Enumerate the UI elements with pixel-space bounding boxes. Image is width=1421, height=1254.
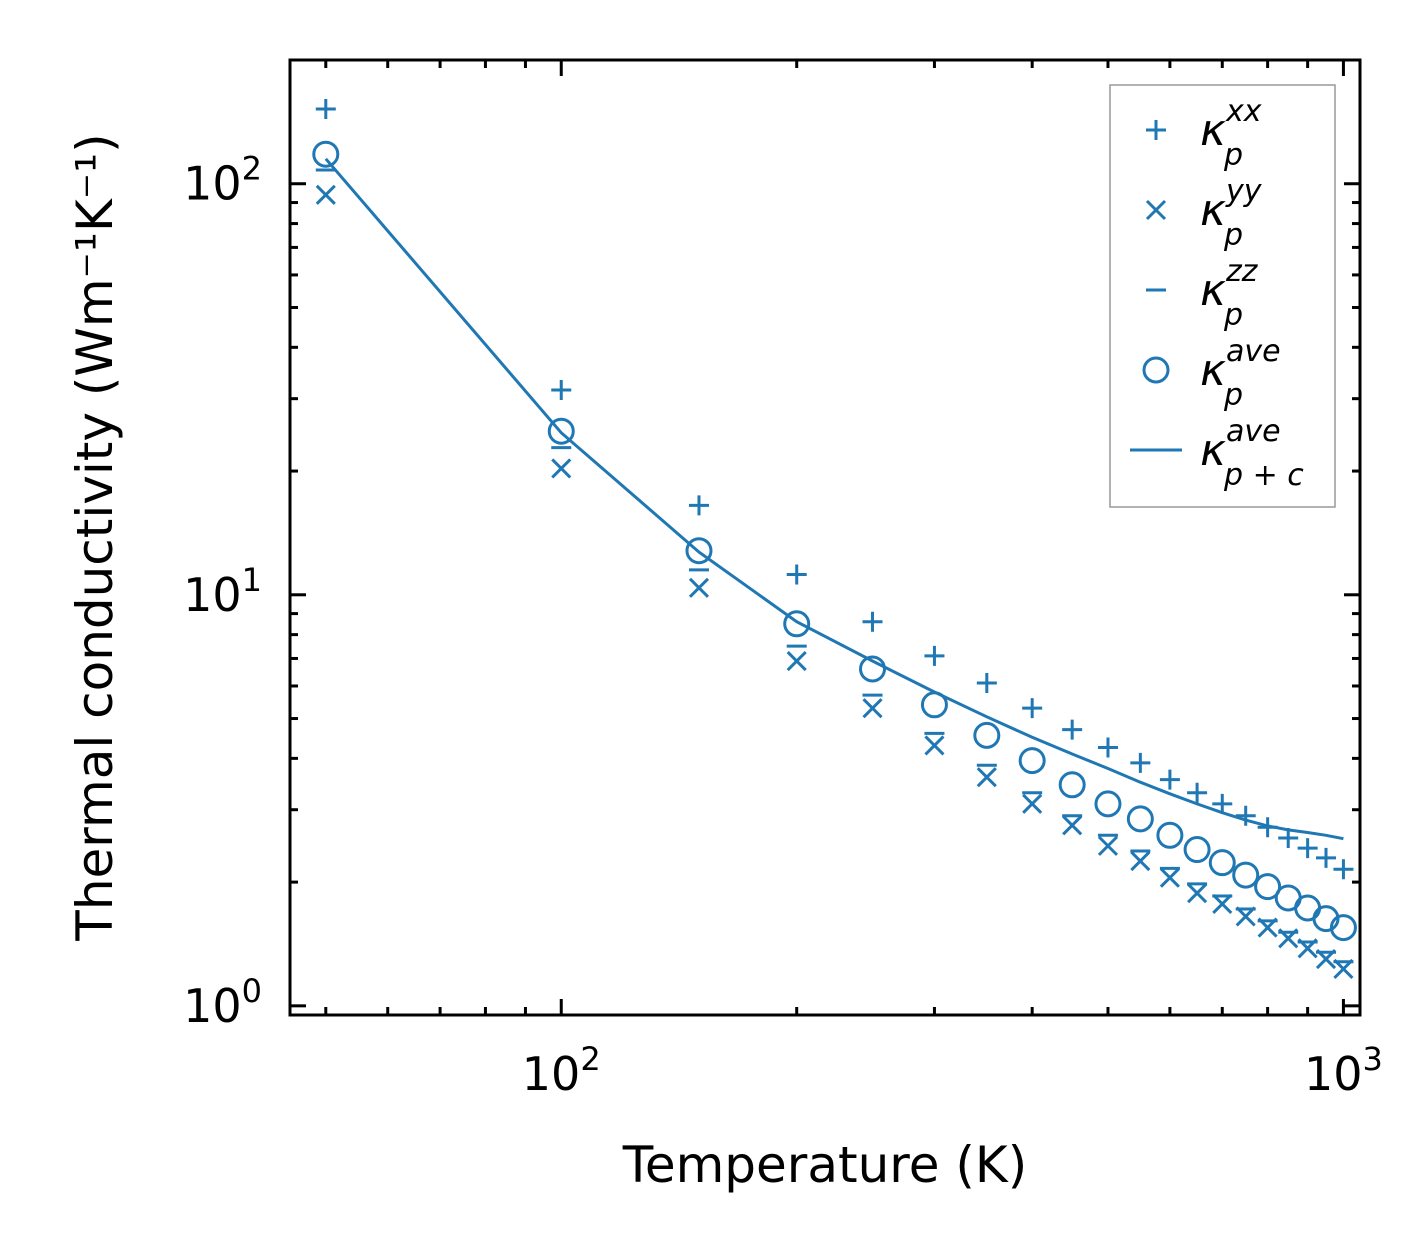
series-4 <box>324 157 1344 841</box>
data-point <box>1333 859 1354 880</box>
data-point <box>786 650 807 672</box>
data-point <box>551 458 572 479</box>
data-point <box>1232 861 1260 889</box>
legend-entry: κave p + c <box>1130 414 1304 493</box>
data-point <box>976 673 997 694</box>
x-tick-label: 102 <box>522 1040 601 1101</box>
data-point <box>312 140 340 168</box>
data-point <box>862 698 883 719</box>
data-point <box>1316 847 1336 868</box>
legend-label: κave p + c <box>1200 414 1304 493</box>
legend-entry: κxx p <box>1146 94 1262 173</box>
series-3 <box>312 140 1357 942</box>
data-point <box>688 495 709 516</box>
data-point <box>1159 769 1180 790</box>
data-point <box>1254 873 1282 901</box>
legend-entry: κyy p <box>1145 174 1263 253</box>
data-point <box>1097 737 1118 758</box>
legend-entry: κave p <box>1142 334 1281 413</box>
data-point <box>1294 894 1322 922</box>
data-point <box>1130 851 1151 872</box>
y-tick-label: 101 <box>183 561 262 622</box>
y-tick-label: 100 <box>183 972 262 1033</box>
data-point <box>1212 793 1233 814</box>
data-point <box>1235 805 1256 826</box>
data-point <box>924 735 945 756</box>
data-point <box>1058 771 1086 799</box>
data-point <box>862 611 883 632</box>
data-point <box>976 767 997 788</box>
data-point <box>1022 698 1043 719</box>
data-point <box>1126 805 1154 833</box>
data-point <box>1329 914 1357 942</box>
plot-marks <box>312 98 1357 979</box>
legend-marker <box>1146 120 1166 140</box>
data-point <box>1183 836 1211 864</box>
y-tick-label: 102 <box>183 150 262 211</box>
data-point <box>783 610 811 638</box>
data-point <box>315 98 336 119</box>
data-point <box>1097 835 1119 856</box>
legend-entry: κzz p <box>1146 254 1259 333</box>
series-line <box>324 157 1344 841</box>
data-point <box>1212 893 1233 914</box>
data-point <box>1130 752 1151 773</box>
legend-marker <box>1145 199 1167 221</box>
legend-box <box>1109 84 1336 508</box>
legend-marker <box>1142 356 1170 384</box>
data-point <box>551 379 572 400</box>
data-point <box>924 645 945 666</box>
y-axis-label: Thermal conductivity (Wm⁻¹K⁻¹) <box>66 133 124 941</box>
data-point <box>1297 838 1318 859</box>
data-point <box>685 537 713 565</box>
series-2 <box>315 168 1354 964</box>
data-point <box>786 564 807 585</box>
data-point <box>1208 849 1236 877</box>
data-point <box>973 721 1001 749</box>
data-point <box>1156 821 1184 849</box>
tick-labels: 102 103 100 101 102 <box>183 150 1383 1101</box>
series-0 <box>315 98 1354 880</box>
data-point <box>1094 790 1122 818</box>
plot-frame <box>288 58 1362 1017</box>
data-point <box>688 577 710 598</box>
data-point <box>547 417 575 445</box>
legend-label: κxx p <box>1200 94 1262 173</box>
data-point <box>315 184 336 205</box>
legend-label: κave p <box>1200 334 1281 413</box>
data-point <box>859 655 887 683</box>
legend-label: κyy p <box>1200 174 1263 253</box>
data-point <box>1018 747 1046 775</box>
x-tick-label: 103 <box>1304 1040 1383 1101</box>
x-axis-label: Temperature (K) <box>622 1136 1027 1194</box>
data-point <box>1312 905 1340 933</box>
axis-ticks <box>290 58 1360 1015</box>
data-point <box>1062 815 1083 836</box>
data-point <box>1159 867 1180 888</box>
data-point <box>1062 719 1083 740</box>
data-point <box>1022 793 1043 814</box>
legend-label: κzz p <box>1200 254 1259 333</box>
data-point <box>1187 883 1208 904</box>
data-point <box>1187 782 1208 803</box>
